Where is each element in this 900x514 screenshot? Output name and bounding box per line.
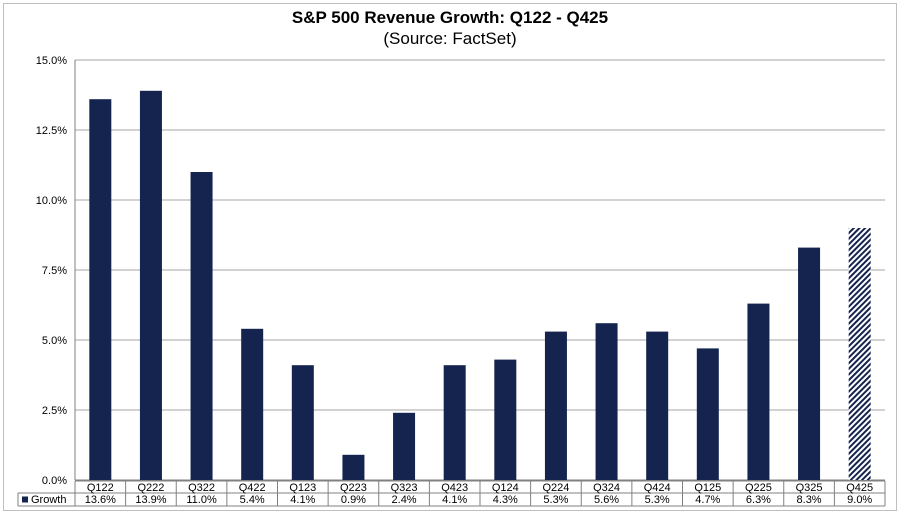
y-tick-label: 7.5% (42, 265, 67, 277)
y-tick-label: 15.0% (36, 55, 67, 67)
data-label: 4.1% (442, 494, 467, 506)
x-tick-label: Q123 (289, 482, 316, 494)
data-label: 5.4% (240, 494, 265, 506)
x-tick-label: Q222 (137, 482, 164, 494)
chart-frame (3, 3, 897, 511)
x-tick-label: Q325 (796, 482, 823, 494)
bar-Q324 (595, 323, 618, 480)
data-label: 6.3% (746, 494, 771, 506)
x-tick-label: Q224 (542, 482, 569, 494)
bar-Q224 (544, 331, 567, 480)
data-label: 2.4% (392, 494, 417, 506)
x-tick-label: Q422 (239, 482, 266, 494)
data-label: 5.6% (594, 494, 619, 506)
bar-Q225 (747, 303, 770, 480)
y-tick-label: 5.0% (42, 335, 67, 347)
x-tick-label: Q124 (492, 482, 519, 494)
bar-Q422 (241, 328, 264, 480)
y-tick-label: 12.5% (36, 125, 67, 137)
bar-Q323 (393, 412, 416, 480)
bar-Q123 (291, 365, 314, 480)
data-label: 8.3% (797, 494, 822, 506)
legend-swatch (22, 496, 28, 503)
x-tick-label: Q322 (188, 482, 215, 494)
chart-title: S&P 500 Revenue Growth: Q122 - Q425 (291, 8, 609, 27)
x-tick-label: Q424 (644, 482, 671, 494)
x-tick-label: Q324 (593, 482, 620, 494)
data-label: 4.7% (695, 494, 720, 506)
data-label: 0.9% (341, 494, 366, 506)
bar-Q322 (190, 172, 213, 480)
bar-Q425 (848, 228, 871, 480)
legend-label: Growth (31, 494, 66, 506)
data-label: 9.0% (847, 494, 872, 506)
data-label: 13.6% (85, 494, 116, 506)
data-label: 5.3% (645, 494, 670, 506)
data-label: 11.0% (186, 494, 217, 506)
bar-Q423 (443, 365, 466, 480)
x-tick-label: Q225 (745, 482, 772, 494)
bar-Q222 (139, 90, 162, 481)
data-label: 4.1% (290, 494, 315, 506)
bar-Q325 (798, 247, 821, 480)
data-label: 13.9% (135, 494, 166, 506)
bar-Q122 (89, 99, 112, 480)
chart-subtitle: (Source: FactSet) (383, 29, 517, 48)
y-tick-label: 10.0% (36, 195, 67, 207)
x-tick-label: Q423 (441, 482, 468, 494)
data-label: 4.3% (493, 494, 518, 506)
x-tick-label: Q223 (340, 482, 367, 494)
bar-Q125 (696, 348, 719, 480)
y-tick-label: 2.5% (42, 405, 67, 417)
x-tick-label: Q122 (87, 482, 114, 494)
x-tick-label: Q323 (391, 482, 418, 494)
bar-Q223 (342, 454, 365, 480)
y-tick-label: 0.0% (42, 475, 67, 487)
data-label: 5.3% (543, 494, 568, 506)
bar-Q424 (646, 331, 669, 480)
bar-Q124 (494, 359, 517, 480)
x-tick-label: Q125 (694, 482, 721, 494)
x-tick-label: Q425 (846, 482, 873, 494)
